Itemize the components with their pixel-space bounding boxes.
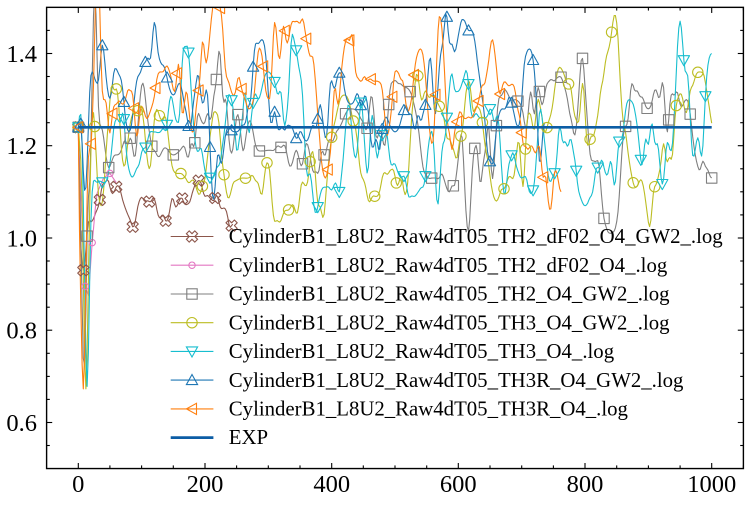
svg-text:0.8: 0.8 xyxy=(6,318,37,345)
svg-text:CylinderB1_L8U2_Raw4dT05_TH2_d: CylinderB1_L8U2_Raw4dT05_TH2_dF02_O4_.lo… xyxy=(229,254,667,277)
svg-text:600: 600 xyxy=(440,471,477,498)
svg-text:1.0: 1.0 xyxy=(6,225,37,252)
svg-text:CylinderB1_L8U2_Raw4dT05_TH2_d: CylinderB1_L8U2_Raw4dT05_TH2_dF02_O4_GW2… xyxy=(229,225,723,248)
svg-text:CylinderB1_L8U2_Raw4dT05_TH3_O: CylinderB1_L8U2_Raw4dT05_TH3_O4_.log xyxy=(229,340,614,363)
svg-text:CylinderB1_L8U2_Raw4dT05_TH3_O: CylinderB1_L8U2_Raw4dT05_TH3_O4_GW2_.log xyxy=(229,311,670,334)
svg-text:800: 800 xyxy=(567,471,604,498)
svg-text:EXP: EXP xyxy=(229,426,268,449)
svg-text:0: 0 xyxy=(72,471,84,498)
svg-text:400: 400 xyxy=(313,471,350,498)
svg-text:200: 200 xyxy=(187,471,224,498)
svg-text:1000: 1000 xyxy=(687,471,736,498)
svg-text:1.4: 1.4 xyxy=(6,41,37,68)
svg-text:CylinderB1_L8U2_Raw4dT05_TH3R_: CylinderB1_L8U2_Raw4dT05_TH3R_O4_GW2_.lo… xyxy=(229,369,684,392)
svg-text:CylinderB1_L8U2_Raw4dT05_TH2_O: CylinderB1_L8U2_Raw4dT05_TH2_O4_GW2_.log xyxy=(229,283,670,306)
svg-text:CylinderB1_L8U2_Raw4dT05_TH3R_: CylinderB1_L8U2_Raw4dT05_TH3R_O4_.log xyxy=(229,398,628,421)
svg-text:1.2: 1.2 xyxy=(6,133,37,160)
svg-text:0.6: 0.6 xyxy=(6,410,37,437)
